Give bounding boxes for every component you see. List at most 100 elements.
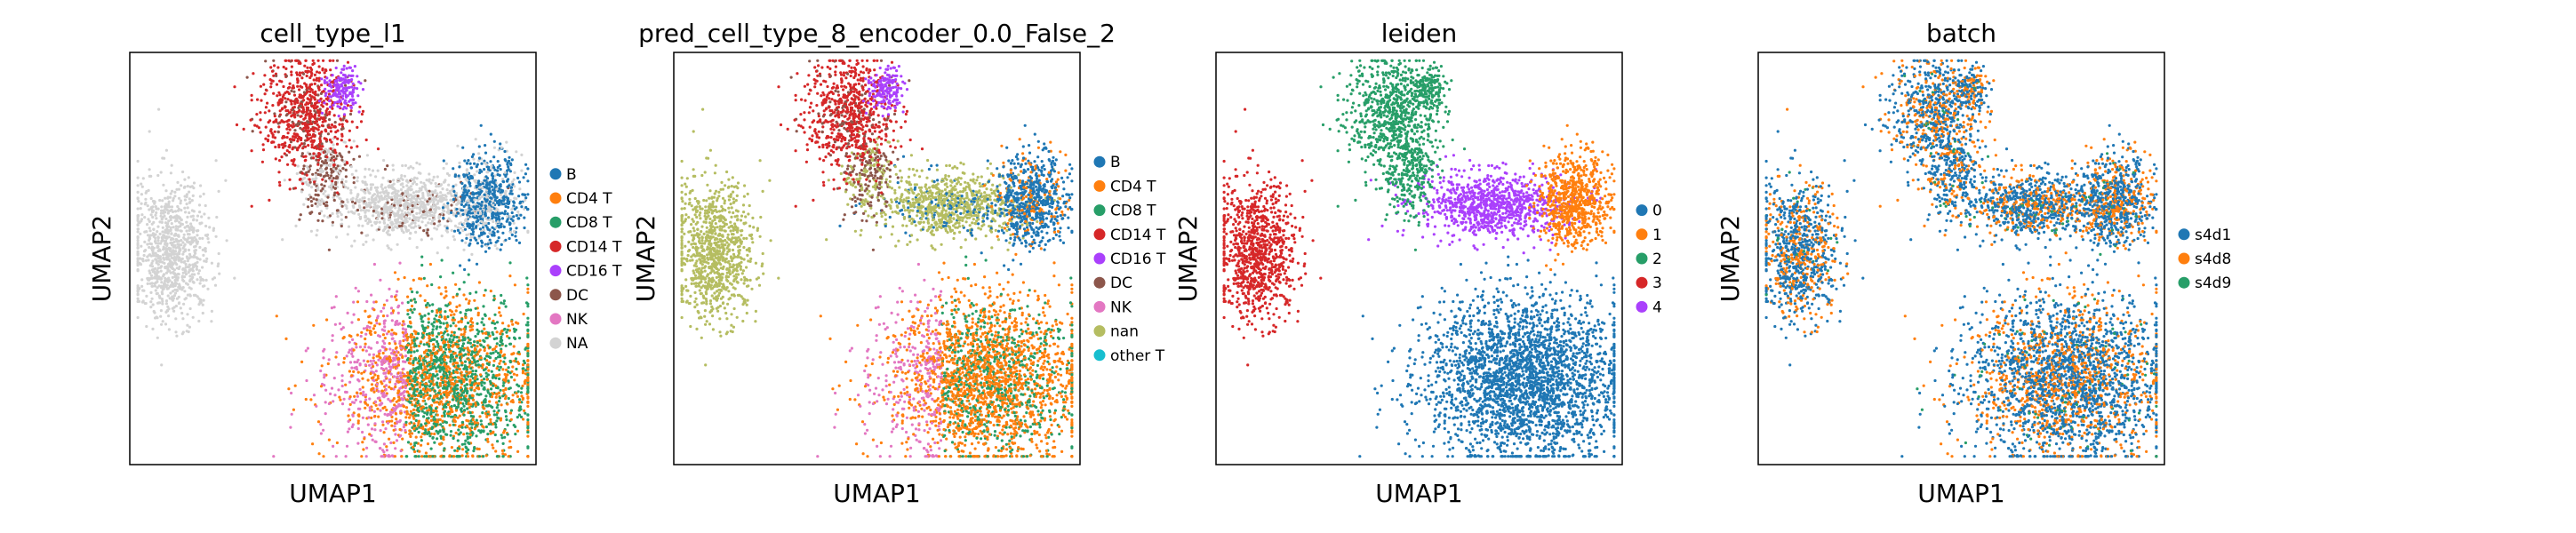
scatter-point (286, 163, 290, 166)
scatter-point (327, 112, 332, 115)
scatter-point (486, 235, 490, 238)
scatter-point (408, 207, 412, 211)
scatter-point (312, 139, 316, 142)
scatter-point (458, 414, 461, 418)
scatter-point (202, 192, 205, 195)
scatter-point (326, 173, 330, 178)
scatter-point (289, 426, 292, 429)
scatter-point (338, 100, 342, 104)
scatter-point (453, 351, 457, 355)
scatter-point (358, 198, 362, 202)
scatter-point (526, 193, 530, 196)
scatter-point (350, 244, 354, 248)
scatter-point (407, 166, 411, 170)
scatter-point (401, 178, 404, 181)
scatter-point (492, 146, 497, 149)
scatter-point (182, 302, 186, 306)
scatter-point (316, 70, 319, 74)
scatter-point (424, 216, 428, 219)
scatter-point (181, 170, 185, 174)
scatter-point (417, 455, 420, 458)
scatter-point (155, 207, 158, 211)
scatter-point (468, 341, 473, 345)
scatter-point (325, 318, 329, 322)
scatter-point (409, 346, 413, 349)
scatter-point (430, 282, 434, 287)
scatter-point (367, 315, 371, 319)
scatter-point (449, 314, 453, 317)
scatter-point (513, 185, 516, 188)
scatter-point (398, 208, 402, 211)
scatter-point (275, 118, 278, 122)
scatter-point (173, 284, 177, 288)
scatter-point (480, 244, 484, 248)
scatter-point (166, 230, 170, 234)
scatter-point (269, 128, 273, 131)
scatter-point (198, 282, 202, 285)
scatter-point (500, 449, 505, 452)
scatter-point (390, 195, 394, 199)
scatter-point (394, 411, 397, 416)
scatter-point (432, 324, 436, 328)
scatter-point (188, 278, 192, 282)
scatter-point (310, 203, 314, 208)
scatter-point (372, 209, 375, 213)
scatter-point (441, 206, 445, 210)
scatter-point (170, 253, 173, 257)
scatter-point (299, 104, 302, 107)
scatter-point (350, 99, 354, 102)
scatter-point (369, 346, 373, 350)
scatter-point (336, 164, 340, 168)
scatter-point (345, 206, 348, 211)
scatter-point (456, 211, 460, 215)
scatter-point (414, 190, 418, 194)
scatter-point (341, 107, 345, 111)
scatter-point (362, 243, 365, 246)
scatter-point (341, 94, 345, 98)
scatter-point (323, 71, 326, 75)
scatter-point (479, 419, 483, 423)
scatter-point (176, 180, 180, 184)
scatter-point (396, 189, 400, 193)
scatter-point (387, 195, 390, 199)
scatter-point (349, 106, 353, 109)
scatter-point (391, 309, 396, 313)
scatter-point (506, 200, 509, 203)
scatter-point (296, 77, 300, 81)
scatter-point (172, 309, 176, 313)
scatter-point (356, 361, 359, 364)
scatter-point (469, 166, 474, 170)
scatter-point (288, 143, 292, 147)
scatter-point (313, 146, 316, 149)
scatter-point (158, 260, 162, 264)
scatter-point (261, 148, 266, 152)
scatter-point (332, 198, 336, 202)
scatter-point (526, 434, 530, 438)
scatter-point (393, 409, 396, 413)
scatter-point (452, 197, 455, 202)
scatter-point (188, 293, 192, 297)
scatter-point (483, 293, 486, 298)
scatter-point (390, 424, 394, 427)
scatter-point (449, 434, 452, 437)
scatter-point (307, 197, 310, 201)
scatter-point (324, 138, 329, 141)
scatter-point (281, 107, 284, 110)
scatter-point (404, 228, 408, 232)
scatter-point (381, 333, 385, 337)
scatter-point (454, 191, 459, 195)
scatter-point (188, 274, 192, 278)
scatter-point (356, 94, 360, 98)
scatter-point (189, 287, 193, 290)
scatter-point (322, 455, 325, 458)
scatter-point (409, 410, 412, 413)
scatter-point (526, 167, 530, 171)
scatter-point (512, 201, 516, 204)
scatter-point (136, 269, 140, 273)
scatter-point (139, 232, 142, 235)
scatter-point (526, 386, 530, 390)
scatter-point (333, 84, 337, 87)
scatter-point (372, 198, 376, 202)
scatter-point (436, 195, 440, 199)
scatter-point (435, 410, 438, 413)
